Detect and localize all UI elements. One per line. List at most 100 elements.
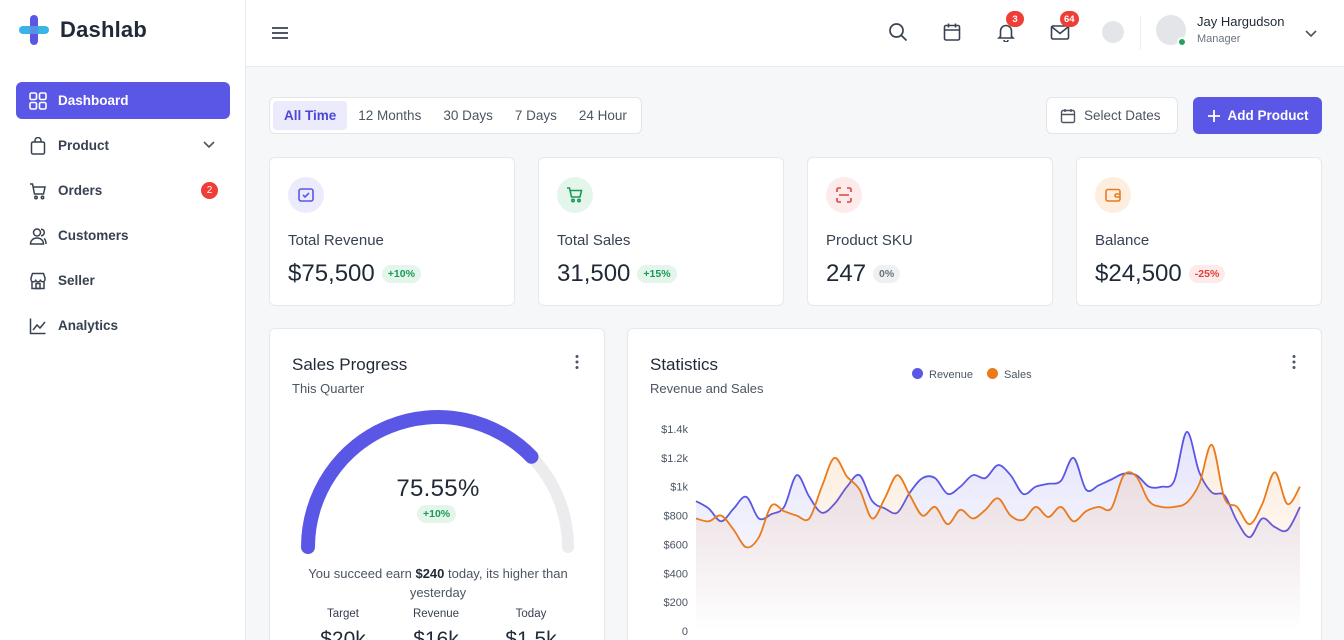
metric-value: $20k bbox=[320, 628, 366, 640]
grid-icon bbox=[28, 91, 48, 111]
cart-icon bbox=[28, 181, 48, 201]
card-title: Sales Progress bbox=[292, 355, 408, 374]
avatar bbox=[1156, 14, 1187, 47]
stat-label: Total Sales bbox=[557, 232, 631, 249]
filter-30-days[interactable]: 30 Days bbox=[443, 108, 493, 123]
mail-icon[interactable]: 64 bbox=[1048, 11, 1079, 44]
legend-item-sales[interactable]: Sales bbox=[987, 368, 1032, 381]
metric-value: $1.5k bbox=[505, 628, 557, 640]
stat-value: 31,500 +15% bbox=[557, 260, 677, 288]
select-dates-button[interactable]: Select Dates bbox=[1046, 97, 1178, 134]
cart-icon bbox=[557, 177, 593, 213]
more-options-icon[interactable] bbox=[574, 354, 580, 375]
gauge-change-badge: +10% bbox=[417, 505, 457, 523]
y-tick-label: $200 bbox=[664, 597, 688, 609]
legend-dot bbox=[987, 368, 999, 379]
stat-value-text: 31,500 bbox=[557, 260, 631, 287]
statistics-chart: 0 $200 $400 $600 $800 $1k $1.2k $1.4k bbox=[661, 424, 1301, 638]
series-line-revenue[interactable] bbox=[695, 430, 1301, 539]
scan-icon bbox=[826, 177, 862, 213]
stat-change-badge: -25% bbox=[1188, 265, 1226, 283]
stat-label: Total Revenue bbox=[288, 232, 384, 249]
stat-change-badge: 0% bbox=[873, 265, 901, 283]
gauge-percent: 75.55% bbox=[396, 475, 480, 502]
sidebar-nav: Dashboard Product Orders 2 Customers bbox=[16, 82, 230, 352]
desc-suffix: today, its higher than yesterday bbox=[409, 566, 568, 600]
time-range-tabs: All Time 12 Months 30 Days 7 Days 24 Hou… bbox=[269, 97, 642, 134]
add-product-label: Add Product bbox=[1227, 108, 1309, 123]
stat-card-product-sku: Product SKU 247 0% bbox=[807, 157, 1053, 306]
sidebar-item-product[interactable]: Product bbox=[16, 127, 230, 164]
filter-all-time[interactable]: All Time bbox=[273, 101, 348, 130]
messages-badge: 64 bbox=[1060, 11, 1079, 27]
wallet-icon bbox=[1095, 177, 1131, 213]
stat-change-badge: +10% bbox=[381, 265, 421, 283]
filter-12-months[interactable]: 12 Months bbox=[358, 108, 422, 123]
stat-value-text: $75,500 bbox=[288, 260, 375, 287]
topbar-actions: 3 64 bbox=[886, 11, 1124, 44]
stat-card-total-revenue: Total Revenue $75,500 +10% bbox=[269, 157, 515, 306]
add-product-button[interactable]: Add Product bbox=[1193, 97, 1322, 134]
metric-label: Today bbox=[515, 608, 547, 620]
stat-card-total-sales: Total Sales 31,500 +15% bbox=[538, 157, 784, 306]
chevron-down-icon[interactable] bbox=[202, 137, 216, 154]
sidebar-item-dashboard[interactable]: Dashboard bbox=[16, 82, 230, 119]
desc-prefix: You succeed earn bbox=[308, 566, 416, 581]
bell-icon[interactable]: 3 bbox=[994, 11, 1024, 44]
sidebar-item-label: Seller bbox=[58, 273, 95, 288]
sidebar-item-label: Dashboard bbox=[58, 93, 129, 108]
y-tick-label: $1.4k bbox=[661, 424, 688, 436]
divider bbox=[1140, 16, 1141, 50]
logo[interactable]: Dashlab bbox=[18, 14, 147, 46]
sidebar-item-orders[interactable]: Orders 2 bbox=[16, 172, 230, 209]
sales-progress-card: Sales Progress This Quarter 75.55% +10% … bbox=[269, 328, 605, 640]
card-title: Statistics bbox=[650, 355, 719, 374]
series-area-sales bbox=[696, 444, 1300, 631]
notifications-badge: 3 bbox=[1006, 11, 1024, 27]
stat-change-badge: +15% bbox=[637, 265, 677, 283]
sidebar-item-label: Customers bbox=[58, 228, 129, 243]
series-line-sales[interactable] bbox=[695, 443, 1301, 549]
gauge-chart bbox=[301, 410, 574, 554]
desc-amount: $240 bbox=[415, 566, 445, 581]
y-tick-label: $400 bbox=[664, 568, 688, 580]
wallet-check-icon bbox=[288, 177, 324, 213]
stat-value: $24,500 -25% bbox=[1095, 260, 1226, 288]
chart-legend: Revenue Sales bbox=[912, 368, 1032, 381]
y-tick-label: $1k bbox=[670, 482, 688, 494]
hamburger-menu-icon[interactable] bbox=[270, 24, 290, 47]
legend-label: Sales bbox=[1004, 369, 1032, 381]
chart-line-icon bbox=[28, 316, 48, 336]
theme-toggle-icon[interactable] bbox=[1102, 21, 1124, 43]
chevron-down-icon[interactable] bbox=[1304, 26, 1318, 45]
sidebar-item-analytics[interactable]: Analytics bbox=[16, 307, 230, 344]
online-status-dot bbox=[1177, 36, 1187, 47]
stat-value: $75,500 +10% bbox=[288, 260, 421, 288]
filter-7-days[interactable]: 7 Days bbox=[514, 108, 557, 123]
stat-value: 247 0% bbox=[826, 260, 901, 288]
filter-24-hour[interactable]: 24 Hour bbox=[578, 108, 627, 123]
topbar: 3 64 Jay Hargudson Manager bbox=[246, 0, 1344, 67]
stat-label: Product SKU bbox=[826, 232, 913, 249]
search-icon[interactable] bbox=[886, 20, 910, 44]
calendar-icon[interactable] bbox=[940, 20, 964, 44]
sidebar-item-label: Product bbox=[58, 138, 110, 153]
sidebar-item-label: Orders bbox=[58, 183, 103, 198]
bag-icon bbox=[28, 136, 48, 156]
select-dates-label: Select Dates bbox=[1084, 108, 1161, 123]
legend-item-revenue[interactable]: Revenue bbox=[912, 368, 973, 381]
more-options-icon[interactable] bbox=[1291, 354, 1297, 375]
stat-card-balance: Balance $24,500 -25% bbox=[1076, 157, 1322, 306]
card-subtitle: This Quarter bbox=[292, 381, 365, 396]
metric-label: Revenue bbox=[412, 608, 460, 620]
legend-dot bbox=[912, 368, 923, 379]
stat-label: Balance bbox=[1095, 232, 1150, 249]
statistics-card: Statistics Revenue and Sales Revenue Sal… bbox=[627, 328, 1322, 640]
y-tick-label: $1.2k bbox=[661, 453, 688, 465]
user-menu[interactable]: Jay Hargudson Manager bbox=[1156, 14, 1317, 47]
stat-value-text: 247 bbox=[826, 260, 867, 287]
sidebar-item-seller[interactable]: Seller bbox=[16, 262, 230, 299]
legend-label: Revenue bbox=[929, 369, 974, 381]
sidebar-item-customers[interactable]: Customers bbox=[16, 217, 230, 254]
gauge-fill bbox=[301, 410, 539, 554]
